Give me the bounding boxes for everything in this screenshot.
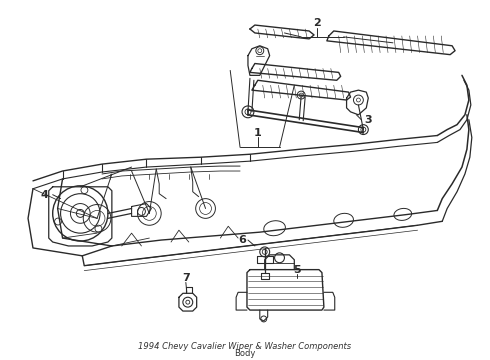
Text: 3: 3 (365, 115, 372, 125)
Text: 4: 4 (41, 190, 49, 200)
Text: Body: Body (234, 349, 256, 358)
Text: 1994 Chevy Cavalier Wiper & Washer Components: 1994 Chevy Cavalier Wiper & Washer Compo… (139, 342, 351, 351)
Text: 6: 6 (238, 235, 246, 245)
Text: 5: 5 (294, 265, 301, 275)
Text: 7: 7 (182, 273, 190, 283)
Text: 1: 1 (254, 127, 262, 138)
Text: 2: 2 (313, 18, 321, 28)
